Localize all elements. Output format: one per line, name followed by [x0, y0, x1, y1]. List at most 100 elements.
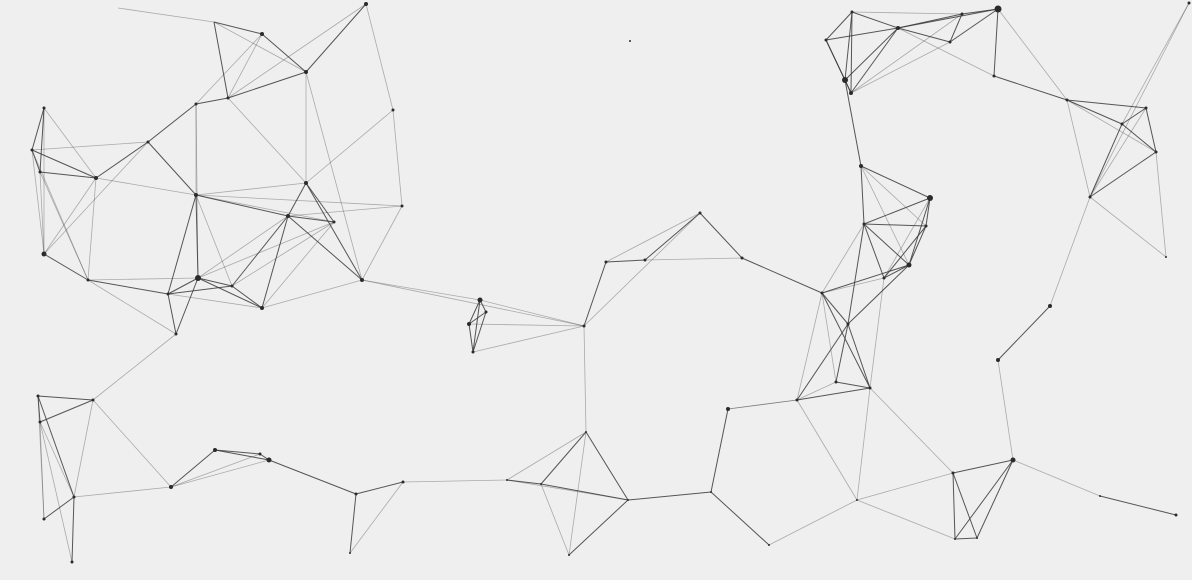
- graph-node: [260, 32, 264, 36]
- graph-node: [391, 108, 395, 112]
- graph-edge: [585, 431, 629, 501]
- graph-edge: [214, 449, 270, 461]
- graph-edge: [37, 395, 94, 401]
- graph-node: [467, 322, 471, 326]
- graph-edge: [860, 165, 927, 227]
- graph-edge: [167, 293, 177, 335]
- graph-edges: [31, 2, 1190, 563]
- graph-edge: [195, 194, 335, 223]
- graph-edge: [821, 264, 910, 294]
- graph-edge: [349, 481, 404, 554]
- graph-edge: [43, 253, 89, 281]
- graph-edge: [540, 483, 570, 556]
- graph-node: [174, 332, 178, 336]
- graph-edge: [863, 223, 885, 279]
- graph-edge: [213, 21, 307, 73]
- graph-node: [38, 420, 42, 424]
- graph-node: [266, 457, 272, 463]
- graph-node: [230, 284, 234, 288]
- graph-edge: [195, 194, 289, 217]
- graph-edge: [835, 381, 871, 389]
- graph-edge: [644, 257, 743, 261]
- graph-edge: [37, 395, 41, 423]
- graph-edge: [167, 277, 199, 295]
- graph-edge: [37, 395, 45, 520]
- graph-node: [146, 140, 150, 144]
- graph-node: [992, 74, 996, 78]
- graph-edge: [170, 453, 261, 488]
- graph-edge: [261, 279, 363, 309]
- graph-node: [42, 517, 46, 521]
- graph-node: [1048, 304, 1052, 308]
- graph-edge: [1066, 99, 1091, 198]
- graph-node: [906, 262, 912, 268]
- graph-node: [698, 211, 702, 215]
- graph-edge: [73, 399, 94, 498]
- graph-edge: [39, 171, 45, 255]
- graph-node: [258, 452, 262, 456]
- graph-edge: [506, 431, 587, 481]
- graph-edge: [468, 299, 481, 325]
- graph-node: [400, 204, 404, 208]
- graph-edge: [540, 431, 587, 485]
- graph-edge: [305, 182, 335, 223]
- graph-edge: [195, 182, 307, 196]
- graph-edge: [954, 459, 1014, 540]
- graph-edge: [197, 277, 233, 287]
- graph-node: [194, 102, 198, 106]
- graph-node: [924, 224, 928, 228]
- graph-node: [954, 538, 956, 540]
- graph-edge: [856, 499, 956, 540]
- graph-node: [30, 148, 34, 152]
- graph-node: [540, 483, 542, 485]
- graph-edge: [796, 387, 871, 401]
- graph-edge: [39, 107, 45, 173]
- graph-edge: [147, 103, 197, 143]
- graph-edge: [92, 333, 177, 401]
- graph-node: [1174, 513, 1178, 517]
- graph-edge: [31, 149, 41, 173]
- graph-edge: [821, 292, 837, 383]
- graph-edge: [1121, 2, 1190, 125]
- graph-edge: [768, 499, 858, 546]
- graph-node: [41, 251, 47, 257]
- graph-edge: [997, 8, 1068, 101]
- graph-edge: [231, 215, 289, 287]
- graph-edge: [43, 496, 75, 520]
- graph-edge: [1089, 151, 1157, 198]
- graph-edge: [287, 182, 307, 217]
- graph-edge: [468, 311, 487, 325]
- graph-edge: [261, 221, 335, 309]
- graph-edge: [863, 223, 910, 266]
- graph-node: [629, 40, 631, 42]
- graph-edge: [261, 215, 289, 309]
- graph-node: [850, 10, 854, 14]
- graph-edge: [197, 221, 335, 279]
- graph-node: [195, 275, 201, 281]
- graph-edge: [952, 472, 978, 539]
- graph-node: [868, 386, 872, 390]
- graph-edge: [287, 215, 363, 281]
- graph-edge: [796, 292, 823, 401]
- graph-edge: [540, 483, 629, 501]
- graph-node: [976, 537, 978, 539]
- graph-edge: [305, 109, 394, 184]
- graph-edge: [43, 107, 97, 179]
- graph-edge: [197, 277, 263, 309]
- graph-edge: [796, 399, 858, 501]
- graph-edge: [850, 11, 853, 94]
- graph-edge: [472, 325, 585, 353]
- graph-node: [86, 278, 90, 282]
- graph-edge: [1099, 495, 1177, 516]
- graph-edge: [365, 3, 394, 111]
- graph-edge: [95, 141, 149, 179]
- graph-edge: [506, 479, 542, 485]
- graph-edge: [87, 277, 199, 281]
- graph-edge: [949, 8, 999, 43]
- graph-edge: [825, 27, 899, 41]
- graph-edge: [287, 205, 403, 217]
- graph-node: [364, 2, 368, 6]
- graph-edge: [741, 257, 823, 294]
- graph-edge: [976, 459, 1014, 539]
- graph-node: [820, 291, 824, 295]
